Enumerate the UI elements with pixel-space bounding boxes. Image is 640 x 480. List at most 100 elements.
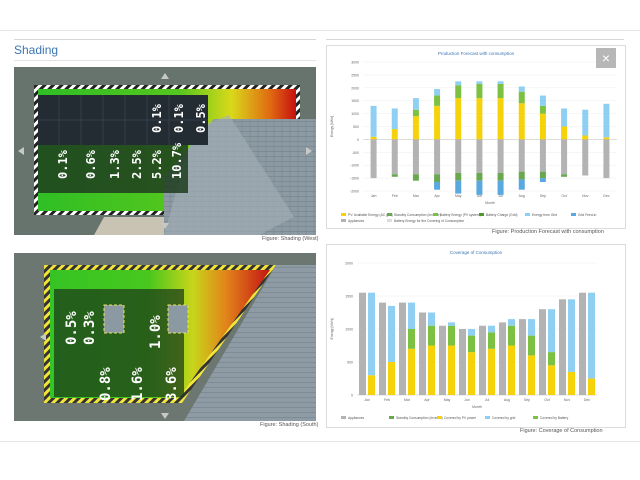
bar [370,105,377,137]
bar [439,325,446,395]
bar [582,139,589,176]
bar [428,312,435,326]
bar [603,103,610,138]
legend-label: Covered by PV power [444,416,477,420]
bar [568,299,575,372]
bar [476,83,483,99]
bar [368,292,375,376]
bar [434,174,441,182]
x-tick-label: Oct [544,398,549,402]
bar [391,174,398,177]
x-axis-label: Month [485,201,495,205]
x-tick-label: Sep [540,194,546,198]
bar [379,302,386,395]
legend-label: Covered by grid [492,416,515,420]
bar [497,98,504,140]
module-value: 2.5% [130,150,144,179]
arrow-right-icon[interactable] [306,147,312,155]
arrow-down-icon[interactable] [161,413,169,419]
bar [561,126,568,140]
arrow-up-icon[interactable] [161,73,169,79]
x-tick-label: Jun [477,194,483,198]
legend-swatch [525,213,530,216]
x-tick-label: Feb [384,398,390,402]
y-tick-label: 0 [351,394,353,398]
bar [497,81,504,84]
bar [448,322,455,326]
bar [559,299,566,395]
bar [408,329,415,349]
y-tick-label: 3000 [351,61,359,65]
bar [455,180,462,194]
y-axis-label: Energy [kWh] [330,318,334,339]
x-tick-label: Jul [485,398,490,402]
section-title: Shading [14,43,59,57]
y-tick-label: 500 [347,361,353,365]
y-tick-label: 2000 [351,86,359,90]
bar [518,179,525,190]
bar [370,139,377,179]
bar [508,345,515,395]
x-tick-label: Oct [561,194,566,198]
bar [455,172,462,181]
legend-label: Battery Energy (PV system) [440,213,481,217]
bar [508,325,515,346]
x-tick-label: May [444,398,451,402]
x-tick-label: Aug [519,194,525,198]
arrow-left-icon[interactable] [40,333,46,341]
bar [434,181,441,190]
bar [476,139,483,173]
shading-west-image[interactable]: 0.1% 0.6% 1.3% 2.5% 5.2% 10.7% 0.1% 0.1%… [14,67,316,235]
arrow-left-icon[interactable] [18,147,24,155]
y-tick-label: -1500 [350,177,359,181]
module-value: 1.6% [130,367,146,401]
bar [497,139,504,173]
coverage-chart-panel: Coverage of Consumption 2000 1500 1000 500 0 E… [326,244,626,428]
arrow-down-icon[interactable] [161,223,169,229]
bar [391,139,398,175]
legend-label: Appliances [348,219,364,223]
y-tick-label: 2500 [351,73,359,77]
bar [519,319,526,395]
module-value: 0.6% [84,150,98,179]
divider [14,60,316,61]
y-tick-label: 1000 [345,328,353,332]
bar [428,325,435,346]
legend-swatch [479,213,484,216]
x-tick-label: May [455,194,462,198]
y-tick-label: -1000 [350,164,359,168]
bar [539,178,546,182]
shading-west-scene [14,67,316,235]
legend-swatch [341,213,346,216]
y-tick-label: -2000 [350,190,359,194]
legend-label: Standby Consumption (Inverter) [394,213,441,217]
bar [588,378,595,395]
bar [497,83,504,99]
x-tick-label: Jan [371,194,377,198]
bar [548,309,555,353]
legend-label: Battery Charge (Grid) [486,213,518,217]
production-chart: Production Forecast with consumption 3000… [330,51,617,223]
bar [497,180,504,195]
legend-label: Grid Feed-in [578,213,596,217]
shading-south-scene [14,253,316,421]
x-tick-label: Aug [504,398,510,402]
shading-south-image[interactable]: 0.5% 0.3% 0.8% 1.6% 1.0% 3.6% [14,253,316,421]
bar [434,89,441,96]
legend-label: Appliances [348,416,364,420]
y-tick-label: 1500 [351,99,359,103]
x-tick-label: Apr [434,194,440,198]
bar [434,105,441,140]
module-value: 0.5% [64,311,80,345]
shading-west-caption: Figure: Shading (West) [262,236,319,242]
production-chart-panel: Production Forecast with consumption 3000… [326,45,626,229]
x-axis-label: Month [472,405,482,409]
divider [326,39,624,40]
bar [476,98,483,140]
bar [518,86,525,92]
close-button[interactable]: × [596,48,616,68]
legend-label: Energy from Grid [532,213,557,217]
legend-swatch [387,213,392,216]
bar [582,109,589,136]
bar [455,85,462,99]
